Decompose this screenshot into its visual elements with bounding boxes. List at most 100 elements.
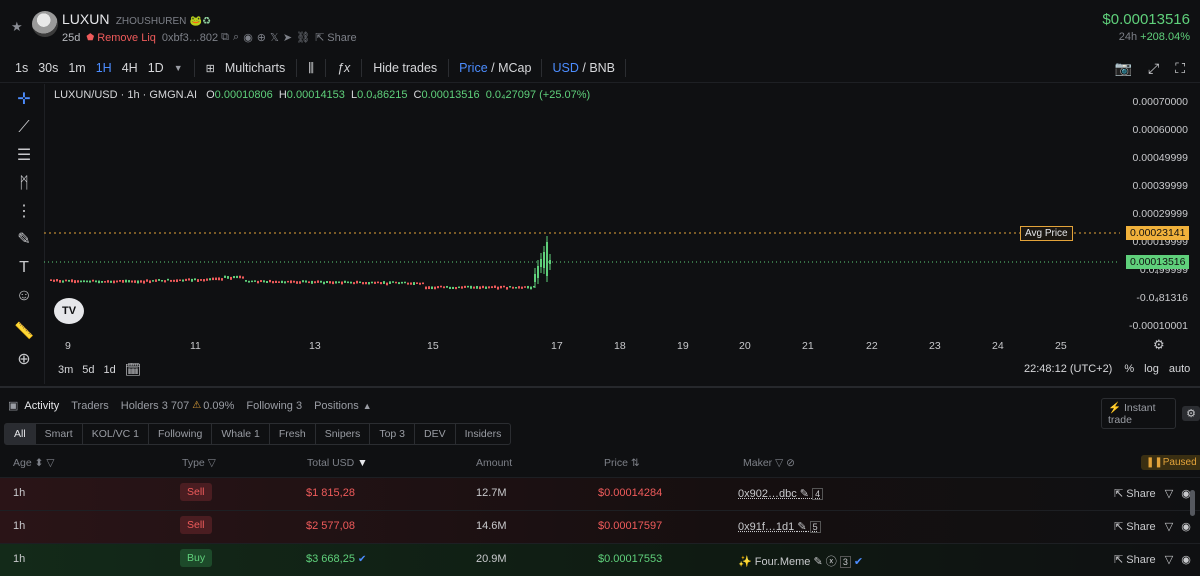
column-age[interactable]: Age ⬍ ▽: [13, 457, 54, 469]
zoom-icon[interactable]: ⊕: [17, 351, 31, 368]
pattern-icon[interactable]: ᛗ: [19, 175, 29, 192]
brush-icon[interactable]: ✎: [17, 231, 31, 248]
filter-whale[interactable]: Whale 1: [212, 423, 270, 445]
text-icon[interactable]: T: [19, 259, 29, 276]
explorer-icon[interactable]: ◉: [1181, 554, 1191, 566]
tab-traders[interactable]: Traders: [71, 399, 109, 412]
column-amount[interactable]: Amount: [476, 457, 513, 469]
scrollbar[interactable]: [1190, 490, 1195, 516]
camera-icon[interactable]: 📷: [1114, 59, 1132, 76]
edit-icon[interactable]: ✎: [813, 556, 823, 568]
filter-icon[interactable]: ▽: [1164, 488, 1174, 500]
share-icon[interactable]: ⇱: [315, 32, 325, 44]
table-row[interactable]: 1h Sell $2 577,08 14.6M $0.00017597 0x91…: [0, 510, 1200, 543]
auto-toggle[interactable]: auto: [1168, 363, 1191, 375]
row-maker[interactable]: ✨ Four.Meme ✎ ⓧ 3 ✔: [738, 553, 863, 569]
star-icon[interactable]: ★: [11, 19, 23, 34]
tab-positions[interactable]: Positions: [314, 399, 359, 412]
fib-icon[interactable]: ⋮: [16, 203, 32, 220]
column-type[interactable]: Type ▽: [182, 457, 216, 469]
explorer-icon[interactable]: ◉: [1181, 521, 1191, 533]
swap-icon[interactable]: ⇅: [630, 457, 640, 469]
share-label[interactable]: Share: [327, 31, 357, 44]
interval-30s[interactable]: 30s: [38, 61, 59, 75]
range-1d[interactable]: 1d: [103, 364, 116, 376]
filter-icon[interactable]: ▽: [1164, 521, 1174, 533]
price-chart[interactable]: [44, 84, 1120, 356]
interval-1d[interactable]: 1D: [147, 61, 164, 75]
row-share[interactable]: ⇱ Share ▽ ◉: [1114, 553, 1191, 566]
filter-icon[interactable]: ▽: [46, 457, 55, 469]
emoji-icon[interactable]: ☺: [15, 287, 33, 304]
token-address[interactable]: 0xbf3…802: [161, 31, 219, 44]
sort-icon[interactable]: ⬍: [34, 457, 44, 469]
table-row[interactable]: 1h Buy $3 668,25 ✔ 20.9M $0.00017553 ✨ F…: [0, 543, 1200, 576]
range-5d[interactable]: 5d: [82, 364, 95, 376]
filter-active-icon[interactable]: ▼: [357, 457, 368, 469]
link-icon[interactable]: ⛓: [296, 32, 311, 44]
filter-all[interactable]: All: [4, 423, 36, 445]
caret-up-icon[interactable]: ▲: [362, 400, 372, 411]
panel-icon[interactable]: ▣: [8, 400, 19, 412]
range-3m[interactable]: 3m: [58, 364, 74, 376]
interval-1m[interactable]: 1m: [68, 61, 86, 75]
tab-following[interactable]: Following 3: [246, 399, 303, 412]
clock-time[interactable]: 22:48:12 (UTC+2): [1024, 363, 1113, 375]
instant-trade-button[interactable]: ⚡ Instant trade: [1101, 398, 1177, 429]
percent-toggle[interactable]: %: [1124, 363, 1135, 375]
settings-icon[interactable]: ⚙: [1182, 406, 1200, 421]
table-row[interactable]: 1h Sell $1 815,28 12.7M $0.00014284 0x90…: [0, 477, 1200, 510]
filter-top3[interactable]: Top 3: [370, 423, 415, 445]
filter-insiders[interactable]: Insiders: [455, 423, 512, 445]
mcap-toggle[interactable]: MCap: [498, 61, 532, 75]
search-icon[interactable]: ⌕: [233, 31, 240, 43]
price-toggle[interactable]: Price: [459, 61, 488, 75]
filter-following[interactable]: Following: [148, 423, 213, 445]
ruler-icon[interactable]: 📏: [14, 323, 34, 340]
filter-kol[interactable]: KOL/VC 1: [82, 423, 149, 445]
tab-activity[interactable]: Activity: [24, 399, 60, 412]
candles-icon[interactable]: ⫼: [308, 60, 315, 75]
edit-icon[interactable]: ✎: [797, 521, 807, 533]
tab-holders[interactable]: Holders 3 707: [120, 399, 190, 412]
row-maker[interactable]: 0x902…dbc ✎ 4: [738, 487, 824, 500]
crosshair-icon[interactable]: ✛: [17, 91, 31, 108]
filter-icon[interactable]: ▽: [775, 457, 784, 469]
multicharts-icon[interactable]: ⊞: [205, 62, 215, 75]
maker-address[interactable]: Four.Meme: [754, 556, 811, 568]
filter-icon[interactable]: ▽: [1164, 554, 1174, 566]
edit-icon[interactable]: ✎: [799, 488, 809, 500]
fullscreen-icon[interactable]: ⛶: [1175, 59, 1185, 76]
horizontal-lines-icon[interactable]: ☰: [16, 147, 32, 164]
filter-snipers[interactable]: Snipers: [315, 423, 371, 445]
filter-icon[interactable]: ▽: [207, 457, 216, 469]
row-share[interactable]: ⇱ Share ▽ ◉: [1114, 520, 1191, 533]
column-price[interactable]: Price ⇅: [604, 457, 640, 469]
hide-icon[interactable]: ⊘: [786, 457, 795, 469]
usd-toggle[interactable]: USD: [552, 61, 579, 75]
calendar-icon[interactable]: 🗓: [124, 362, 142, 377]
row-maker[interactable]: 0x91f…1d1 ✎ 5: [738, 520, 821, 533]
copy-icon[interactable]: ⧉: [221, 31, 230, 43]
chevron-down-icon[interactable]: ▼: [173, 63, 183, 73]
interval-1h[interactable]: 1H: [95, 61, 112, 75]
globe-icon[interactable]: ⊕: [256, 32, 267, 44]
column-total[interactable]: Total USD ▼: [307, 457, 368, 469]
expand-icon[interactable]: ⤢: [1147, 59, 1160, 76]
remove-liq-label[interactable]: Remove Liq: [97, 31, 156, 44]
indicators-icon[interactable]: ƒx: [337, 61, 351, 75]
trendline-icon[interactable]: ⟋: [18, 119, 30, 136]
paused-badge[interactable]: ❚❚Paused: [1141, 455, 1200, 470]
telegram-icon[interactable]: ➤: [282, 32, 293, 44]
column-maker[interactable]: Maker ▽ ⊘: [743, 457, 795, 469]
interval-1s[interactable]: 1s: [15, 61, 29, 75]
x-icon[interactable]: 𝕏: [270, 32, 279, 44]
log-toggle[interactable]: log: [1144, 363, 1159, 375]
bnb-toggle[interactable]: BNB: [589, 61, 616, 75]
interval-4h[interactable]: 4H: [121, 61, 138, 75]
maker-address[interactable]: 0x91f…1d1: [738, 521, 795, 533]
filter-fresh[interactable]: Fresh: [269, 423, 316, 445]
multicharts-button[interactable]: Multicharts: [224, 61, 286, 75]
maker-address[interactable]: 0x902…dbc: [738, 488, 797, 500]
explorer-icon[interactable]: ◉: [1181, 488, 1191, 500]
